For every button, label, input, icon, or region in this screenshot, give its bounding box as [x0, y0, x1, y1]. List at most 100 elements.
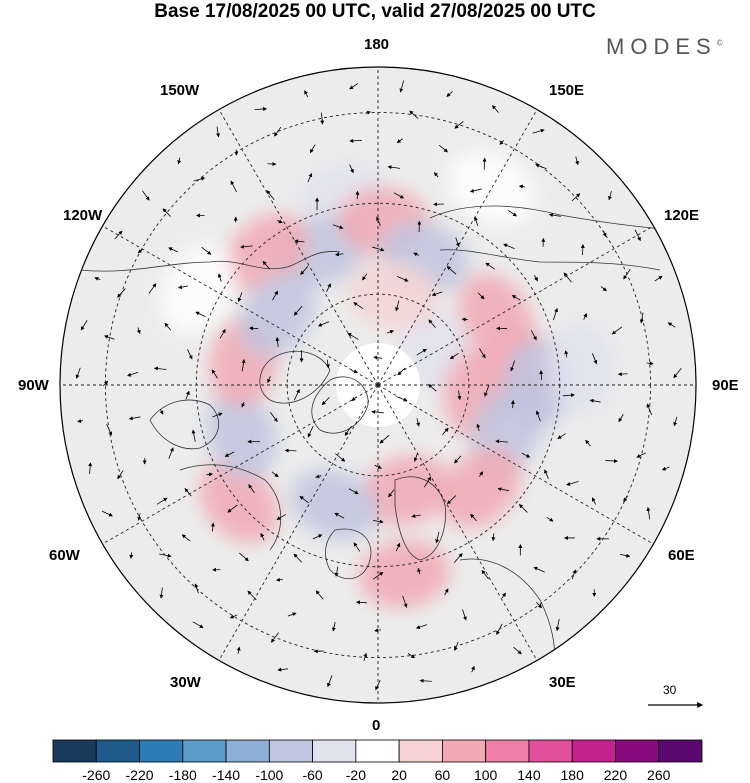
map-title: Base 17/08/2025 00 UTC, valid 27/08/2025… [154, 1, 596, 22]
wind-vector [479, 348, 486, 359]
wind-vector [476, 423, 481, 432]
colorbar-tick-label: 100 [473, 767, 498, 783]
wind-vector [511, 295, 521, 301]
wind-vector [417, 567, 422, 575]
wind-vector [397, 367, 406, 376]
wind-vector [611, 326, 623, 335]
wind-vector [148, 283, 157, 294]
wind-vector [136, 327, 141, 335]
wind-vector [396, 276, 409, 282]
wind-vector [592, 497, 597, 505]
wind-vector [212, 412, 223, 418]
wind-vector [563, 272, 572, 283]
wind-vector [127, 371, 139, 377]
wind-vector [667, 322, 676, 328]
wind-vector [77, 419, 83, 423]
colorbar-swatch [225, 739, 270, 763]
coast-greenland [311, 376, 369, 434]
wind-vector [332, 224, 344, 230]
wind-vector [548, 213, 562, 218]
wind-vector [555, 618, 560, 632]
wind-vector [185, 390, 190, 400]
wind-vector [334, 512, 345, 519]
wind-vector [260, 532, 265, 541]
wind-vector [321, 396, 330, 406]
anomaly-blob [199, 460, 279, 544]
colorbar-swatch [312, 739, 357, 763]
graticule [60, 67, 696, 703]
wind-vector [553, 307, 559, 321]
wind-vector [673, 367, 682, 379]
colorbar-swatch [528, 739, 573, 763]
wind-vector [307, 425, 314, 438]
wind-vector [435, 531, 440, 544]
anomaly-blob [239, 272, 316, 358]
coast-uk [325, 528, 372, 580]
colorbar [52, 739, 703, 763]
wind-vector [510, 360, 516, 372]
wind-vector [639, 312, 644, 324]
wind-vector [349, 138, 362, 143]
wind-vector [536, 602, 543, 609]
logo-mark: © [716, 38, 723, 48]
wind-vector [88, 462, 93, 474]
wind-vector [534, 275, 538, 282]
wind-vector [374, 628, 382, 633]
meridian-line [102, 384, 379, 545]
colorbar-tick-label: -220 [125, 767, 154, 783]
wind-vector [241, 401, 246, 408]
wind-vector [114, 230, 123, 240]
wind-vector [402, 595, 408, 608]
anomaly-blob [360, 455, 452, 526]
wind-vector [442, 427, 449, 435]
wind-vector [373, 519, 384, 524]
colorbar-tick-label: -140 [212, 767, 241, 783]
wind-vector [673, 416, 678, 427]
coast-scandinavia [394, 476, 446, 561]
wind-vector [230, 180, 237, 193]
wind-vector [566, 481, 579, 486]
wind-vector [646, 506, 651, 520]
anomaly-blob [160, 245, 235, 333]
wind-vector [271, 632, 279, 643]
wind-vector [287, 612, 297, 617]
meridian-line [377, 109, 538, 386]
wind-vector [362, 273, 368, 281]
wind-vector [438, 144, 448, 153]
wind-vectors [75, 80, 682, 691]
wind-vector [413, 252, 420, 257]
wind-vector [240, 244, 253, 249]
wind-vector [315, 590, 324, 600]
wind-vector [347, 333, 359, 340]
wind-vector [634, 229, 641, 242]
wind-vector [623, 495, 629, 502]
map-disc [60, 67, 696, 703]
wind-vector [275, 577, 284, 582]
lon-label-0: 0 [372, 717, 381, 734]
wind-vector [168, 247, 178, 253]
wind-vector [431, 291, 443, 297]
wind-vector [433, 172, 439, 178]
wind-vector [395, 300, 400, 312]
anomaly-blob [547, 321, 616, 414]
wind-vector [271, 471, 279, 478]
wind-vector [446, 265, 457, 275]
lon-label-150e: 150E [549, 82, 585, 99]
wind-vector [374, 464, 382, 469]
anomaly-blob [348, 261, 440, 330]
wind-vector [373, 355, 383, 360]
wind-vector [206, 472, 214, 477]
wind-vector [395, 542, 401, 552]
wind-vector [75, 367, 81, 379]
lon-label-150w: 150W [160, 82, 200, 99]
wind-vector [477, 292, 485, 300]
wind-vector [481, 569, 490, 580]
wind-vector [619, 553, 631, 558]
meridian-line [218, 109, 379, 386]
wind-vector [159, 587, 164, 599]
wind-vector [454, 455, 462, 464]
colorbar-tick-label: 140 [517, 767, 541, 783]
wind-vector [320, 112, 325, 125]
anomaly-blob [440, 447, 522, 529]
coast-hudson-bay [149, 399, 220, 450]
